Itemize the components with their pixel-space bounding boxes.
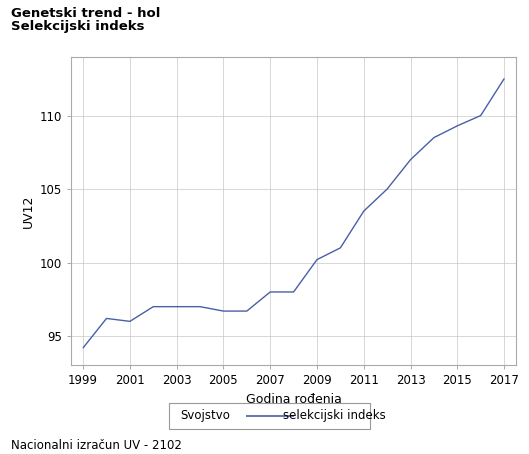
Text: Genetski trend - hol: Genetski trend - hol — [11, 7, 160, 20]
Text: selekcijski indeks: selekcijski indeks — [282, 410, 386, 422]
Text: Nacionalni izračun UV - 2102: Nacionalni izračun UV - 2102 — [11, 439, 181, 452]
Text: Svojstvo: Svojstvo — [180, 410, 231, 422]
Y-axis label: UV12: UV12 — [22, 194, 34, 228]
FancyBboxPatch shape — [169, 403, 370, 429]
X-axis label: Godina rođenja: Godina rođenja — [245, 393, 342, 406]
Text: Selekcijski indeks: Selekcijski indeks — [11, 20, 144, 34]
